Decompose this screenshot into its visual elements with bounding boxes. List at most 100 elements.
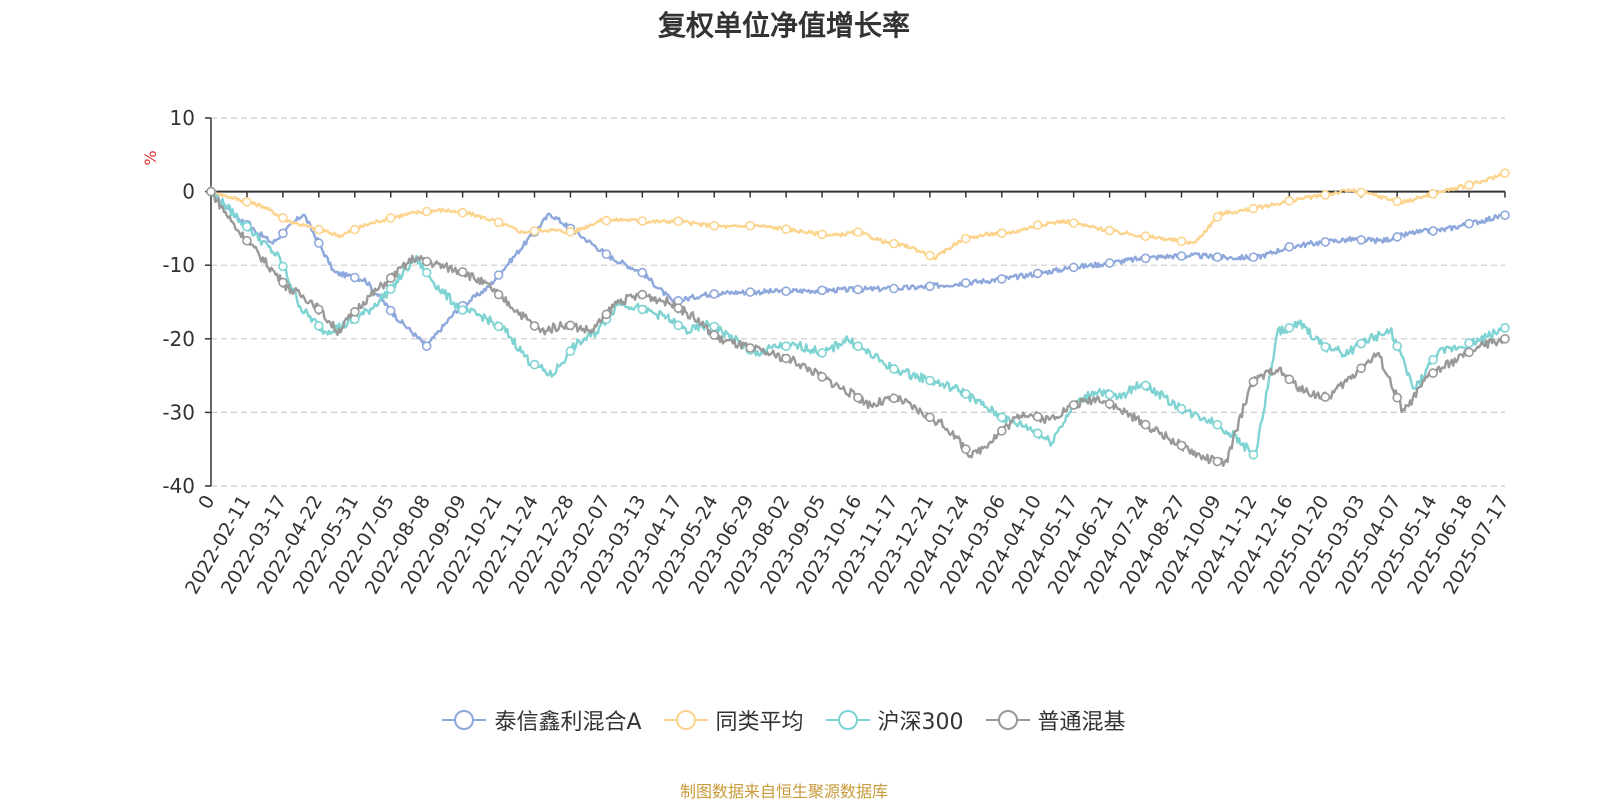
y-tick-label: -20	[162, 327, 195, 351]
data-point	[1356, 235, 1366, 245]
data-point	[421, 206, 432, 217]
data-point	[1212, 212, 1223, 222]
data-point	[385, 273, 396, 283]
data-point	[996, 425, 1007, 436]
data-point	[781, 341, 791, 352]
data-point	[421, 256, 432, 267]
legend-label: 普通混基	[1037, 710, 1126, 735]
data-point	[996, 274, 1007, 284]
data-point	[457, 267, 468, 277]
legend-item-2[interactable]: 沪深300	[825, 704, 964, 736]
data-point	[853, 392, 863, 403]
data-point	[493, 289, 504, 300]
data-point	[457, 305, 468, 315]
data-point	[385, 284, 396, 294]
data-point	[1104, 258, 1115, 268]
data-point	[996, 412, 1007, 423]
data-point	[601, 309, 612, 320]
data-point	[1320, 341, 1331, 352]
y-tick-label: 10	[170, 106, 195, 130]
data-point	[817, 371, 827, 382]
data-point	[278, 213, 288, 223]
data-point	[1032, 220, 1043, 230]
data-point	[565, 320, 576, 331]
data-point	[1428, 354, 1438, 365]
data-point	[313, 321, 324, 331]
data-point	[637, 267, 648, 278]
legend-item-0[interactable]: 泰信鑫利混合A	[442, 704, 642, 736]
data-point	[1104, 225, 1115, 236]
data-point	[996, 228, 1007, 238]
data-point	[1428, 189, 1438, 199]
data-point	[1176, 440, 1187, 451]
data-point	[889, 364, 899, 374]
data-point	[1212, 252, 1223, 262]
data-point	[673, 303, 684, 313]
data-point	[889, 393, 899, 404]
data-point	[853, 227, 863, 237]
data-point	[493, 270, 504, 280]
legend-item-3[interactable]: 普通混基	[985, 704, 1126, 736]
data-point	[1140, 419, 1151, 430]
data-point	[1500, 168, 1510, 178]
data-point	[385, 305, 396, 316]
data-point	[1428, 368, 1438, 378]
data-point	[637, 216, 648, 226]
data-point	[493, 217, 504, 228]
data-point	[1248, 376, 1259, 387]
data-point	[925, 375, 935, 386]
legend-item-1[interactable]: 同类平均	[663, 704, 804, 736]
data-point	[709, 330, 720, 340]
data-point	[1068, 400, 1079, 410]
legend-label: 同类平均	[715, 710, 804, 735]
data-point	[745, 343, 756, 353]
data-point	[925, 412, 935, 423]
data-point	[529, 226, 540, 236]
data-point	[817, 348, 827, 358]
legend-label: 沪深300	[877, 710, 964, 735]
data-point	[1140, 231, 1151, 241]
data-point	[1284, 322, 1295, 333]
data-point	[745, 220, 756, 231]
data-point	[745, 287, 756, 297]
data-point	[817, 229, 827, 240]
data-point	[493, 321, 504, 332]
data-point	[1320, 237, 1331, 247]
data-point	[1032, 428, 1043, 439]
data-point	[709, 321, 720, 332]
data-point	[1392, 232, 1402, 242]
y-tick-label: -10	[162, 253, 195, 277]
data-point	[1464, 218, 1474, 229]
series-line-1	[210, 172, 1507, 261]
data-point	[421, 341, 432, 352]
data-point	[1176, 236, 1187, 247]
data-point	[457, 207, 468, 218]
legend-label: 泰信鑫利混合A	[494, 710, 642, 735]
data-point	[1068, 218, 1079, 228]
data-point	[206, 186, 216, 197]
data-point	[1392, 392, 1402, 403]
data-point	[960, 278, 971, 288]
data-point	[529, 321, 540, 331]
data-point	[889, 283, 899, 294]
data-point	[1500, 333, 1510, 344]
data-point	[673, 320, 684, 331]
data-point	[565, 227, 576, 237]
data-point	[637, 304, 648, 315]
data-point	[817, 285, 827, 296]
y-tick-label: 0	[182, 180, 195, 204]
grid-lines	[211, 117, 1505, 487]
data-point	[960, 389, 971, 399]
data-point	[313, 224, 324, 235]
data-point	[673, 216, 684, 226]
data-point	[1068, 262, 1079, 273]
data-point	[1032, 411, 1043, 422]
data-point	[1392, 341, 1402, 352]
data-point	[960, 233, 971, 244]
data-point	[349, 306, 360, 317]
data-point	[1500, 322, 1510, 333]
data-point	[242, 235, 252, 246]
data-point	[1176, 251, 1187, 261]
data-point	[1356, 338, 1366, 349]
data-point	[601, 215, 612, 226]
